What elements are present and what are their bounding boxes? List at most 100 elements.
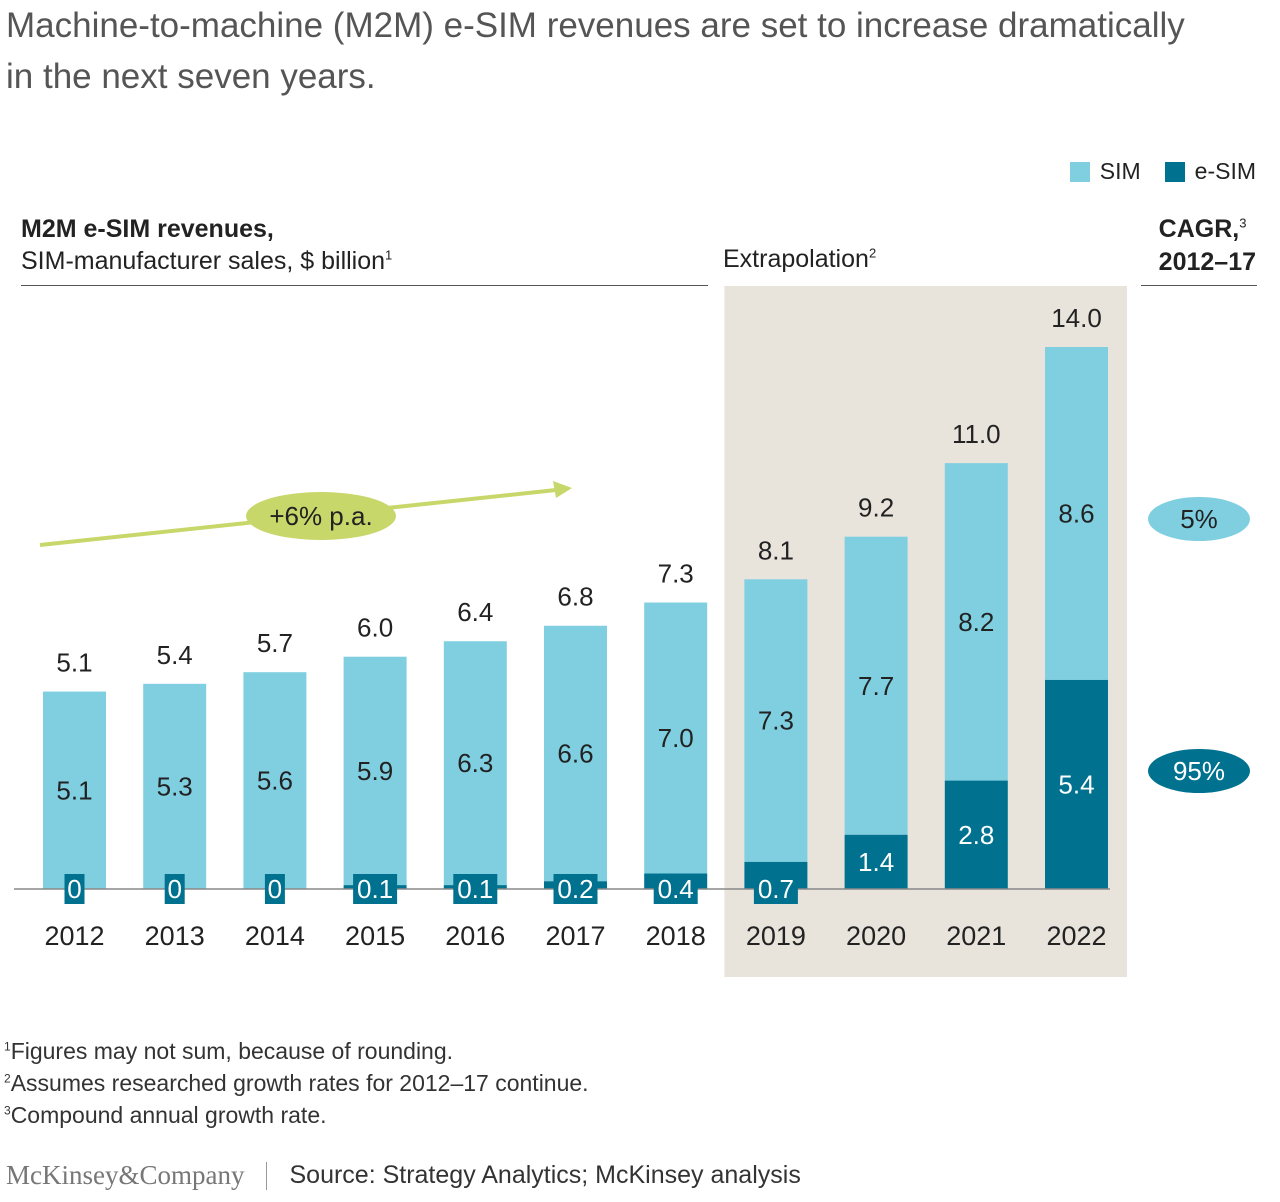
esim-value-label-2020: 1.4 — [858, 847, 894, 877]
x-tick-label-2020: 2020 — [846, 921, 906, 951]
sim-value-label-2015: 5.9 — [357, 756, 393, 786]
legend-item-esim: e-SIM — [1164, 158, 1256, 185]
esim-value-label-2013: 0 — [167, 874, 181, 904]
footnote-mark: 3 — [4, 1103, 11, 1118]
labels-layer: 5.1 5.1 0 2012 5.4 5.3 0 2013 5.7 5.6 0 2014 6.0 5.9 0… — [44, 303, 1106, 951]
total-label-2012: 5.1 — [56, 648, 92, 678]
total-label-2021: 11.0 — [952, 419, 1001, 449]
sim-value-label-2013: 5.3 — [157, 771, 193, 801]
total-label-2013: 5.4 — [157, 640, 193, 670]
cagr-sim-badge — [1148, 497, 1250, 541]
bar-sim-2022 — [1045, 347, 1108, 680]
cagr-note: 3 — [1239, 215, 1247, 231]
bar-sim-2014 — [243, 672, 307, 889]
total-label-2022: 14.0 — [1051, 303, 1102, 333]
chart-heading: M2M e-SIM revenues, SIM-manufacturer sal… — [21, 213, 392, 277]
bar-sim-2018 — [644, 602, 708, 874]
footnote-2: 2Assumes researched growth rates for 201… — [4, 1067, 589, 1099]
chart: 5.1 5.1 0 2012 5.4 5.3 0 2013 5.7 5.6 0 2014 6.0 5.9 0… — [14, 286, 1250, 977]
esim-value-box-2017 — [553, 874, 598, 904]
footnote-1: 1Figures may not sum, because of roundin… — [4, 1035, 589, 1067]
esim-value-box-2012 — [64, 874, 85, 904]
bar-sim-2015 — [343, 656, 407, 886]
esim-value-label-2014: 0 — [268, 874, 282, 904]
esim-value-box-2016 — [453, 874, 498, 904]
cagr-layer: 5% 95% — [1148, 497, 1250, 793]
x-tick-label-2015: 2015 — [345, 921, 405, 951]
source-note: Source: Strategy Analytics; McKinsey ana… — [289, 1161, 801, 1189]
esim-value-label-2012: 0 — [67, 874, 81, 904]
extrapolation-note: 2 — [868, 245, 877, 261]
legend-label-esim: e-SIM — [1194, 158, 1256, 184]
footnote-3: 3Compound annual growth rate. — [4, 1099, 589, 1131]
total-label-2015: 6.0 — [357, 613, 393, 643]
sim-value-label-2014: 5.6 — [257, 766, 293, 796]
x-tick-label-2019: 2019 — [746, 921, 806, 951]
esim-value-label-2017: 0.2 — [557, 874, 593, 904]
esim-value-box-2019 — [753, 874, 798, 904]
legend-label-sim: SIM — [1099, 158, 1141, 184]
bar-esim-2022 — [1045, 679, 1108, 889]
footnote-text: Assumes researched growth rates for 2012… — [10, 1070, 589, 1096]
x-tick-label-2018: 2018 — [646, 921, 706, 951]
esim-value-box-2014 — [264, 874, 285, 904]
bar-esim-2021 — [944, 780, 1008, 889]
sim-value-label-2019: 7.3 — [758, 706, 794, 736]
esim-value-label-2016: 0.1 — [457, 874, 493, 904]
bar-sim-2013 — [143, 683, 207, 889]
x-tick-label-2012: 2012 — [44, 921, 104, 951]
cagr-rule — [1141, 285, 1257, 286]
x-tick-label-2016: 2016 — [445, 921, 505, 951]
x-tick-label-2017: 2017 — [545, 921, 605, 951]
legend-swatch-sim — [1069, 161, 1090, 182]
footer: McKinsey&Company Source: Strategy Analyt… — [6, 1160, 801, 1191]
esim-value-label-2019: 0.7 — [758, 874, 794, 904]
sim-value-label-2016: 6.3 — [457, 748, 493, 778]
bar-sim-2016 — [443, 641, 507, 886]
x-tick-label-2013: 2013 — [145, 921, 205, 951]
heading-rule — [21, 285, 708, 286]
total-label-2019: 8.1 — [758, 535, 794, 565]
sim-value-label-2012: 5.1 — [56, 775, 92, 805]
cagr-sim-value: 5% — [1180, 504, 1218, 534]
cagr-period: 2012–17 — [1158, 248, 1256, 276]
x-tick-label-2021: 2021 — [946, 921, 1006, 951]
sim-value-label-2020: 7.7 — [858, 671, 894, 701]
esim-value-box-2013 — [164, 874, 185, 904]
legend-item-sim: SIM — [1069, 158, 1141, 185]
x-tick-label-2014: 2014 — [245, 921, 305, 951]
bar-sim-2021 — [944, 463, 1008, 781]
chart-title: M2M e-SIM revenues, — [21, 215, 274, 243]
footnote-text: Compound annual growth rate. — [10, 1102, 327, 1128]
total-label-2018: 7.3 — [658, 559, 694, 589]
esim-value-label-2021: 2.8 — [958, 820, 994, 850]
x-tick-label-2022: 2022 — [1046, 921, 1106, 951]
brand-logo: McKinsey&Company — [6, 1160, 245, 1190]
chart-subtitle-note: 1 — [385, 247, 393, 263]
footnotes: 1Figures may not sum, because of roundin… — [4, 1035, 589, 1131]
trend-label: +6% p.a. — [269, 501, 372, 531]
bar-sim-2020 — [844, 536, 908, 835]
bar-sim-2012 — [43, 691, 106, 889]
esim-value-label-2015: 0.1 — [357, 874, 393, 904]
footer-divider — [266, 1161, 268, 1190]
cagr-esim-badge — [1148, 749, 1250, 793]
trend-layer: +6% p.a. — [39, 481, 572, 547]
footnote-mark: 1 — [4, 1039, 11, 1054]
footnote-text: Figures may not sum, because of rounding… — [10, 1038, 454, 1064]
sim-value-label-2018: 7.0 — [658, 723, 694, 753]
footnote-mark: 2 — [4, 1071, 11, 1086]
trend-badge — [246, 492, 396, 540]
total-label-2017: 6.8 — [557, 582, 593, 612]
bar-sim-2017 — [544, 625, 607, 882]
total-label-2020: 9.2 — [858, 493, 894, 523]
esim-value-box-2018 — [653, 874, 698, 904]
total-label-2014: 5.7 — [257, 628, 293, 658]
esim-value-label-2022: 5.4 — [1058, 769, 1094, 799]
sim-value-label-2017: 6.6 — [557, 739, 593, 769]
cagr-label: CAGR, — [1158, 215, 1240, 243]
extrapolation-label: Extrapolation2 — [723, 245, 876, 274]
bar-esim-2020 — [844, 834, 908, 889]
sim-value-label-2022: 8.6 — [1058, 498, 1094, 528]
cagr-esim-value: 95% — [1173, 756, 1225, 786]
